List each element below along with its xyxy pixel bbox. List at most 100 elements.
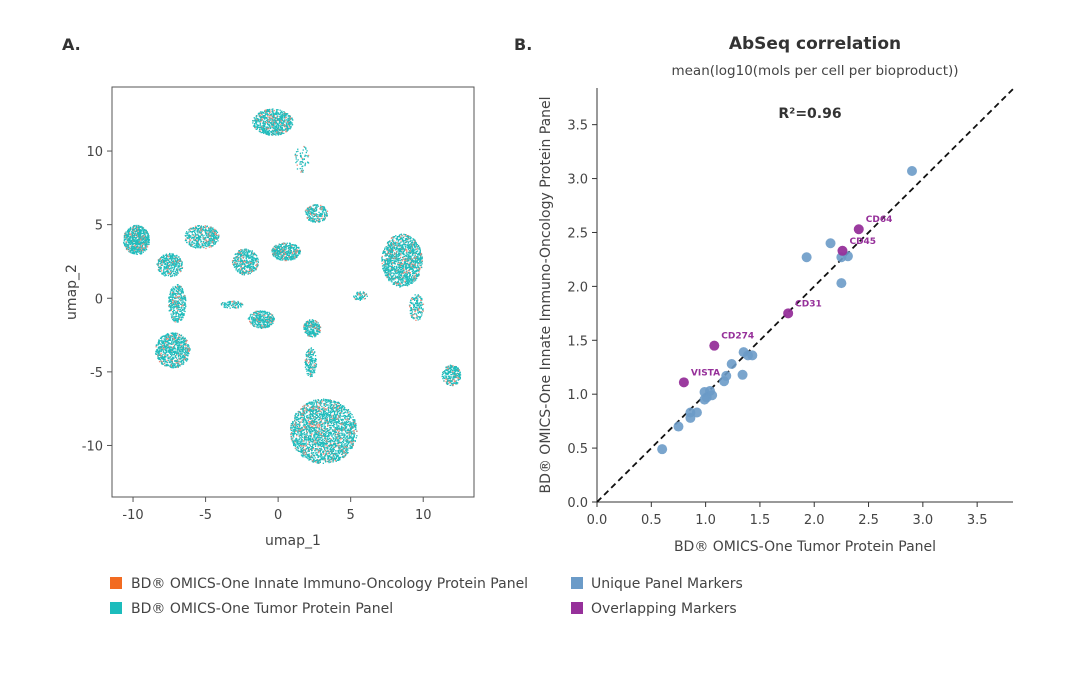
- umap-point: [135, 240, 137, 242]
- umap-point: [291, 117, 293, 119]
- umap-point: [279, 119, 281, 121]
- umap-point: [251, 250, 253, 252]
- umap-point: [175, 306, 177, 308]
- umap-point: [263, 125, 265, 128]
- umap-point: [249, 314, 252, 316]
- umap-point: [170, 351, 172, 353]
- umap-point: [307, 321, 310, 323]
- umap-point: [267, 134, 269, 136]
- umap-point: [320, 206, 323, 208]
- umap-point: [269, 125, 271, 127]
- umap-point: [310, 326, 312, 328]
- umap-point: [262, 116, 264, 118]
- umap-point: [185, 350, 187, 352]
- umap-point: [314, 213, 316, 215]
- umap-point: [198, 230, 200, 232]
- umap-point: [296, 164, 298, 166]
- umap-point: [318, 325, 320, 327]
- umap-point: [127, 232, 129, 234]
- umap-point: [309, 207, 311, 209]
- umap-point: [197, 242, 199, 245]
- umap-point: [269, 126, 271, 128]
- umap-point: [199, 235, 201, 238]
- umap-point: [236, 265, 238, 267]
- umap-point: [248, 264, 250, 266]
- umap-point: [178, 348, 180, 350]
- umap-point: [173, 289, 175, 291]
- umap-point: [324, 215, 326, 217]
- umap-point: [185, 339, 187, 341]
- umap-point: [172, 274, 174, 276]
- umap-point: [280, 117, 283, 119]
- umap-point: [173, 342, 175, 344]
- umap-point: [182, 339, 184, 341]
- umap-point: [181, 318, 183, 321]
- umap-point: [284, 252, 286, 254]
- umap-point: [321, 211, 324, 213]
- umap-point: [275, 120, 277, 123]
- umap-point: [215, 234, 217, 236]
- umap-point: [191, 233, 193, 235]
- umap-point: [137, 225, 140, 228]
- umap-point: [164, 262, 167, 265]
- umap-point: [178, 360, 180, 362]
- umap-point: [311, 217, 313, 219]
- umap-point: [314, 214, 316, 216]
- umap-point: [135, 243, 137, 246]
- umap-point: [256, 115, 258, 117]
- umap-point: [256, 125, 258, 127]
- umap-point: [285, 246, 288, 248]
- umap-point: [209, 234, 211, 236]
- umap-point: [257, 264, 259, 266]
- umap-point: [214, 242, 217, 244]
- umap-point: [204, 237, 206, 239]
- umap-point: [163, 342, 165, 344]
- umap-point: [175, 311, 177, 313]
- umap-point: [275, 133, 277, 135]
- umap-point: [262, 131, 264, 133]
- umap-point: [177, 319, 179, 322]
- umap-point: [176, 345, 179, 347]
- umap-point: [172, 333, 174, 335]
- umap-point: [171, 265, 173, 267]
- umap-point: [209, 240, 211, 242]
- umap-point: [124, 233, 126, 235]
- umap-point: [290, 121, 292, 123]
- umap-point: [256, 318, 258, 320]
- umap-point: [200, 245, 202, 248]
- umap-point: [173, 262, 175, 264]
- umap-point: [177, 297, 179, 299]
- umap-point: [132, 242, 134, 244]
- umap-point: [214, 232, 216, 234]
- umap-point: [185, 342, 187, 344]
- umap-point: [132, 229, 134, 231]
- umap-point: [171, 305, 173, 307]
- umap-point: [297, 150, 299, 152]
- umap-point: [318, 329, 321, 331]
- umap-point: [165, 361, 168, 363]
- umap-point: [264, 124, 266, 127]
- umap-point: [203, 246, 205, 249]
- umap-point: [184, 298, 187, 300]
- umap-point: [184, 239, 187, 242]
- umap-point: [200, 232, 202, 234]
- umap-point: [266, 119, 268, 122]
- umap-point: [264, 320, 266, 322]
- umap-point: [247, 249, 249, 251]
- umap-point: [210, 228, 212, 230]
- umap-point: [306, 328, 308, 330]
- umap-point: [191, 228, 193, 230]
- umap-point: [137, 234, 140, 236]
- umap-point: [174, 350, 176, 353]
- umap-point: [274, 133, 276, 135]
- umap-point: [145, 244, 147, 246]
- umap-point: [261, 119, 263, 121]
- umap-point: [266, 112, 268, 114]
- umap-point: [262, 122, 264, 124]
- umap-point: [273, 121, 275, 123]
- umap-point: [257, 318, 259, 321]
- umap-point: [236, 267, 238, 269]
- umap-point: [318, 328, 320, 330]
- umap-point: [290, 257, 293, 259]
- umap-point: [134, 233, 136, 235]
